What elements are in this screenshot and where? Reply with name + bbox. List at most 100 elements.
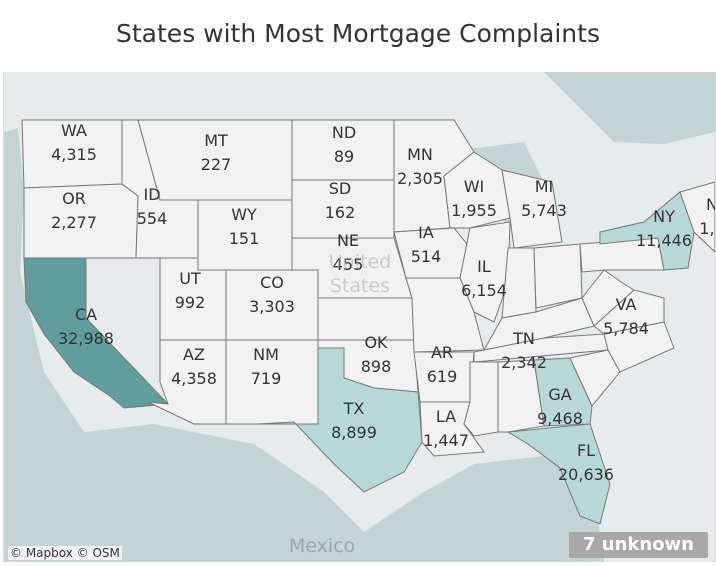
state-abbr: VA — [616, 295, 637, 314]
state-complaint-count: 151 — [229, 229, 260, 248]
state-label-la: LA 1,447 — [423, 407, 469, 450]
state-label-ut: UT 992 — [175, 269, 206, 312]
state-complaint-count: 719 — [251, 369, 282, 388]
state-complaint-count: 619 — [427, 367, 458, 386]
state-label-mi: MI 5,743 — [521, 177, 567, 220]
state-label-or: OR 2,277 — [51, 189, 97, 232]
state-complaint-count: 1,955 — [451, 201, 497, 220]
state-label-nm: NM 719 — [251, 345, 282, 388]
state-abbr: UT — [179, 269, 201, 288]
state-abbr: OK — [364, 333, 388, 352]
state-label-va: VA 5,784 — [603, 295, 649, 338]
state-label-n: N 1,3 — [699, 195, 715, 238]
state-abbr: CA — [75, 305, 97, 324]
state-label-ok: OK 898 — [361, 333, 392, 376]
state-complaint-count: 992 — [175, 293, 206, 312]
state-label-ne: NE 455 — [333, 231, 364, 274]
state-label-az: AZ 4,358 — [171, 345, 217, 388]
state-label-nd: ND 89 — [332, 123, 356, 166]
state-complaint-count: 162 — [325, 203, 356, 222]
states-layer[interactable] — [21, 119, 715, 525]
state-complaint-count: 89 — [334, 147, 354, 166]
state-complaint-count: 5,743 — [521, 201, 567, 220]
state-abbr: NE — [337, 231, 359, 250]
state-complaint-count: 8,899 — [331, 423, 377, 442]
state-label-ny: NY 11,446 — [636, 207, 692, 250]
state-label-wa: WA 4,315 — [51, 121, 97, 164]
state-abbr: ND — [332, 123, 356, 142]
state-complaint-count: 1,3 — [699, 219, 715, 238]
label-layer: WA 4,315 OR 2,277 CA 32,988 ID 554 MT 227 WY 151 UT 9… — [51, 121, 715, 484]
ocean-area — [4, 128, 604, 562]
state-label-co: CO 3,303 — [249, 273, 295, 316]
state-abbr: IL — [477, 257, 491, 276]
state-abbr: WA — [61, 121, 87, 140]
state-abbr: WI — [464, 177, 485, 196]
state-complaint-count: 4,315 — [51, 145, 97, 164]
state-label-ga: GA 9,468 — [537, 385, 583, 428]
state-abbr: MN — [407, 145, 433, 164]
state-label-tx: TX 8,899 — [331, 399, 377, 442]
state-tx[interactable] — [257, 347, 423, 493]
state-label-ia: IA 514 — [411, 223, 442, 266]
state-complaint-count: 514 — [411, 247, 442, 266]
state-label-wy: WY 151 — [229, 205, 260, 248]
state-fl[interactable] — [506, 423, 611, 525]
state-oh[interactable] — [533, 243, 583, 309]
state-ne-states[interactable] — [679, 181, 715, 253]
state-abbr: NM — [253, 345, 279, 364]
state-ny[interactable] — [599, 191, 695, 271]
state-label-ar: AR 619 — [427, 343, 458, 386]
state-complaint-count: 898 — [361, 357, 392, 376]
state-abbr: TN — [512, 329, 535, 348]
country-label-mexico: Mexico — [289, 535, 355, 557]
country-label-us-line1: United — [329, 251, 391, 273]
state-abbr: MT — [204, 131, 228, 150]
state-abbr: SD — [329, 179, 351, 198]
state-complaint-count: 11,446 — [636, 231, 692, 250]
state-abbr: OR — [62, 189, 86, 208]
state-complaint-count: 554 — [137, 209, 168, 228]
state-label-id: ID 554 — [137, 185, 168, 228]
map-attribution[interactable]: © Mapbox © OSM — [8, 546, 122, 560]
map-view[interactable]: WA 4,315 OR 2,277 CA 32,988 ID 554 MT 227 WY 151 UT 9… — [3, 72, 716, 562]
state-complaint-count: 32,988 — [58, 329, 114, 348]
state-ca[interactable] — [23, 257, 170, 409]
map-svg[interactable]: WA 4,315 OR 2,277 CA 32,988 ID 554 MT 227 WY 151 UT 9… — [4, 72, 715, 562]
state-abbr: TX — [343, 399, 365, 418]
state-il[interactable] — [459, 221, 511, 323]
state-complaint-count: 227 — [201, 155, 232, 174]
state-label-mn: MN 2,305 — [397, 145, 443, 188]
state-abbr: N — [706, 195, 715, 214]
state-abbr: AZ — [183, 345, 205, 364]
state-label-ca: CA 32,988 — [58, 305, 114, 348]
state-complaint-count: 9,468 — [537, 409, 583, 428]
page-title: States with Most Mortgage Complaints — [116, 18, 600, 48]
state-complaint-count: 4,358 — [171, 369, 217, 388]
unknown-count-badge[interactable]: 7 unknown — [568, 532, 708, 558]
state-complaint-count: 1,447 — [423, 431, 469, 450]
state-abbr: ID — [143, 185, 160, 204]
state-abbr: NY — [653, 207, 675, 226]
state-abbr: GA — [548, 385, 571, 404]
state-label-tn: TN 2,342 — [501, 329, 547, 372]
state-abbr: LA — [436, 407, 456, 426]
state-complaint-count: 5,784 — [603, 319, 649, 338]
state-wv[interactable] — [581, 269, 635, 327]
country-label-us-line2: States — [330, 275, 390, 297]
state-abbr: AR — [431, 343, 453, 362]
state-in[interactable] — [501, 247, 537, 319]
state-complaint-count: 6,154 — [461, 281, 507, 300]
state-abbr: IA — [418, 223, 434, 242]
state-complaint-count: 455 — [333, 255, 364, 274]
state-complaint-count: 2,305 — [397, 169, 443, 188]
state-complaint-count: 2,342 — [501, 353, 547, 372]
state-mi[interactable] — [501, 169, 563, 249]
state-label-il: IL 6,154 — [461, 257, 507, 300]
state-al[interactable] — [497, 359, 545, 433]
state-complaint-count: 2,277 — [51, 213, 97, 232]
state-label-wi: WI 1,955 — [451, 177, 497, 220]
state-label-fl: FL 20,636 — [558, 441, 614, 484]
canada-water — [544, 72, 715, 144]
state-label-mt: MT 227 — [201, 131, 232, 174]
